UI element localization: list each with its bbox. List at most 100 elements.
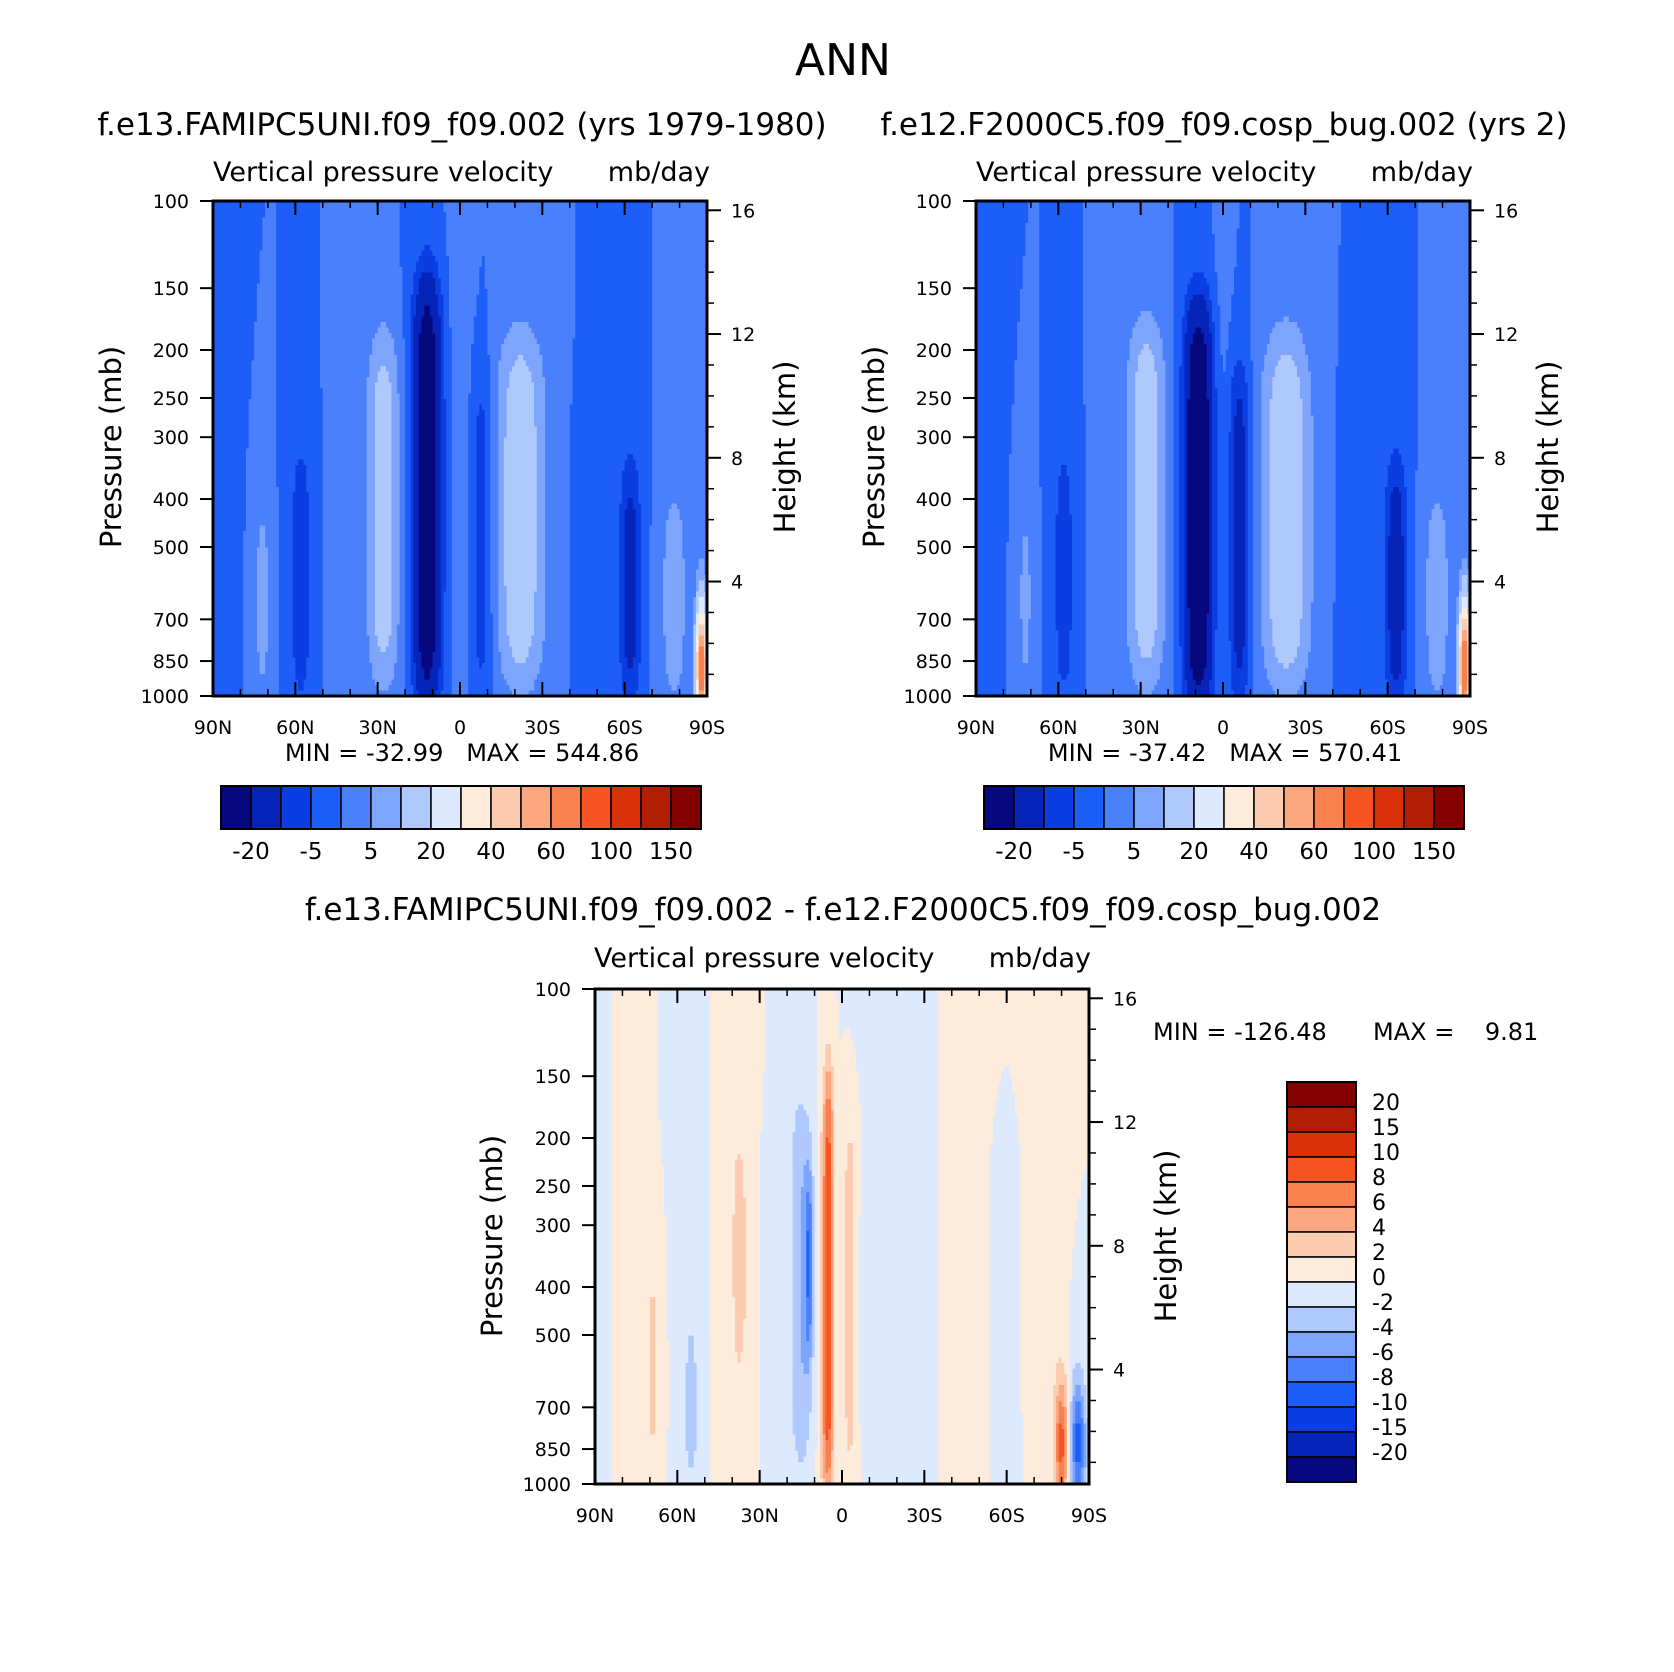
contour-cell (487, 327, 510, 334)
contour-cell (1264, 657, 1279, 664)
contour-cell (259, 278, 277, 285)
contour-cell (503, 531, 538, 538)
contour-cell (391, 503, 401, 510)
contour-cell (374, 553, 392, 560)
contour-cell (1461, 652, 1468, 659)
contour-cell (1415, 586, 1427, 593)
contour-cell (374, 536, 392, 543)
contour-cell (1269, 531, 1304, 538)
contour-cell (1179, 410, 1186, 417)
contour-cell (243, 668, 261, 675)
contour-cell (443, 300, 450, 307)
contour-cell (1387, 481, 1405, 488)
contour-cell (366, 525, 376, 532)
contour-cell (1055, 597, 1073, 604)
contour-cell (1404, 569, 1408, 576)
contour-cell (1214, 668, 1232, 675)
contour-cell (1212, 597, 1219, 604)
contour-cell (1126, 630, 1139, 637)
contour-cell (213, 272, 261, 279)
contour-cell (322, 564, 368, 571)
contour-cell (1250, 272, 1339, 279)
contour-cell (1302, 481, 1315, 488)
contour-cell (243, 652, 261, 659)
contour-cell (1165, 503, 1175, 510)
contour-cell (693, 624, 697, 631)
contour-cell (1341, 228, 1419, 235)
contour-cell (1250, 201, 1342, 208)
contour-cell (372, 349, 395, 356)
contour-cell (1217, 300, 1232, 307)
contour-cell (385, 366, 398, 373)
contour-cell (418, 377, 436, 384)
contour-cell (1261, 459, 1271, 466)
contour-cell (1083, 272, 1175, 279)
contour-cell (572, 360, 653, 367)
y-tick-label: 300 (916, 427, 952, 449)
contour-cell (366, 619, 376, 626)
contour-cell (256, 630, 269, 637)
contour-cell (1217, 575, 1230, 582)
contour-cell (1209, 520, 1213, 527)
contour-cell (1058, 476, 1070, 483)
contour-cell (410, 608, 414, 615)
contour-cell (1058, 668, 1070, 675)
contour-cell (1181, 685, 1188, 692)
contour-cell (665, 668, 683, 675)
contour-cell (320, 349, 373, 356)
contour-cell (1126, 586, 1136, 593)
contour-cell (416, 267, 439, 274)
contour-cell (399, 525, 406, 532)
contour-cell (1269, 542, 1304, 549)
contour-cell (1126, 514, 1136, 521)
contour-cell (366, 558, 376, 565)
contour-cell (619, 564, 626, 571)
contour-cell (1253, 404, 1263, 411)
contour-cell (698, 619, 705, 626)
contour-cell (1173, 239, 1216, 246)
contour-cell (569, 646, 620, 653)
contour-cell (976, 377, 1016, 384)
contour-cell (413, 377, 420, 384)
contour-cell (1157, 580, 1166, 587)
contour-cell (1008, 531, 1043, 538)
contour-cell (635, 613, 642, 620)
contour-cell (1387, 476, 1405, 483)
contour-cell (1137, 630, 1155, 637)
contour-cell (213, 234, 263, 241)
contour-cell (1338, 333, 1419, 340)
contour-cell (536, 476, 546, 483)
contour-cell (292, 591, 310, 598)
contour-cell (213, 470, 247, 477)
contour-cell (1233, 415, 1243, 422)
contour-cell (1236, 256, 1252, 263)
contour-cell (391, 591, 401, 598)
contour-cell (213, 283, 258, 290)
contour-cell (1228, 344, 1252, 351)
contour-cell (1448, 575, 1460, 582)
contour-cell (490, 525, 500, 532)
contour-cell (322, 514, 368, 521)
contour-cell (1253, 536, 1263, 543)
contour-cell (1404, 470, 1416, 477)
contour-cell (1025, 234, 1040, 241)
contour-cell (1417, 217, 1471, 224)
contour-cell (569, 481, 623, 488)
contour-cell (624, 465, 637, 472)
contour-cell (1401, 492, 1408, 499)
contour-cell (468, 624, 478, 631)
contour-cell (1083, 333, 1134, 340)
contour-cell (1313, 553, 1337, 560)
contour-cell (1157, 377, 1166, 384)
contour-cell (413, 602, 420, 609)
contour-cell (468, 459, 478, 466)
contour-cell (1184, 613, 1191, 620)
contour-cell (1190, 388, 1208, 395)
contour-cell (320, 234, 401, 241)
contour-cell (421, 327, 434, 334)
contour-cell (262, 234, 277, 241)
contour-cell (243, 580, 258, 587)
contour-cell (374, 542, 392, 549)
contour-cell (1461, 663, 1468, 670)
contour-cell (405, 338, 412, 345)
